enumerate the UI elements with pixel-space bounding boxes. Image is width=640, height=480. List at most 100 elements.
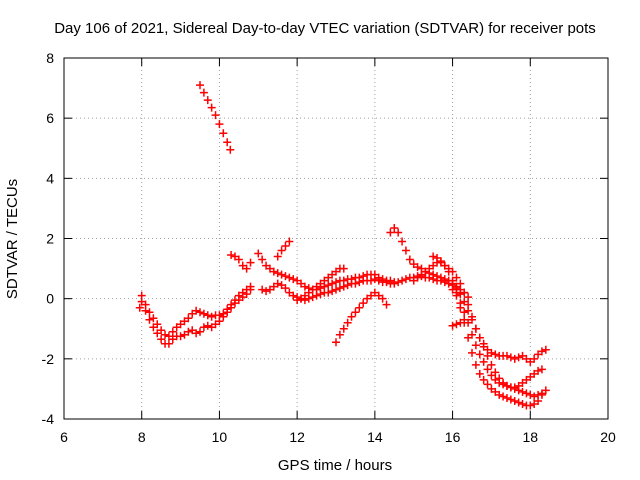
data-point bbox=[522, 389, 531, 398]
data-point bbox=[452, 320, 461, 329]
data-point bbox=[382, 300, 391, 309]
data-point bbox=[444, 267, 453, 276]
data-point bbox=[335, 330, 344, 339]
data-point bbox=[332, 285, 340, 294]
data-point bbox=[157, 326, 166, 335]
data-point bbox=[176, 332, 185, 341]
x-tick-label: 12 bbox=[289, 429, 305, 445]
data-point bbox=[386, 228, 395, 237]
data-point bbox=[246, 258, 255, 267]
data-point bbox=[332, 338, 340, 347]
data-point bbox=[506, 353, 515, 362]
data-point bbox=[196, 81, 204, 90]
data-point bbox=[495, 390, 504, 399]
data-point bbox=[366, 276, 375, 285]
data-point bbox=[355, 278, 364, 287]
data-point bbox=[390, 223, 399, 232]
data-point bbox=[196, 308, 204, 317]
data-point bbox=[413, 263, 422, 272]
data-point bbox=[203, 96, 212, 105]
data-point bbox=[448, 276, 457, 285]
data-point bbox=[141, 300, 150, 309]
data-point bbox=[398, 237, 407, 246]
data-point bbox=[254, 249, 263, 258]
data-point bbox=[285, 273, 294, 282]
data-point bbox=[164, 339, 173, 348]
data-point bbox=[273, 269, 282, 278]
data-point bbox=[343, 281, 352, 290]
data-point bbox=[487, 371, 496, 380]
data-point bbox=[335, 284, 344, 293]
data-point bbox=[514, 398, 523, 407]
series-track-12 bbox=[429, 252, 546, 410]
data-point bbox=[526, 401, 535, 410]
data-point bbox=[293, 296, 302, 305]
series-track-1 bbox=[196, 81, 235, 154]
data-point bbox=[510, 354, 519, 363]
data-point bbox=[339, 324, 348, 333]
data-point bbox=[207, 312, 216, 321]
y-axis: -4 -2 0 2 4 6 8 bbox=[42, 50, 608, 427]
data-point bbox=[203, 321, 212, 330]
plot-frame bbox=[63, 57, 609, 420]
data-point bbox=[440, 261, 449, 270]
data-point bbox=[324, 288, 333, 297]
data-point bbox=[145, 315, 154, 324]
data-point bbox=[452, 291, 461, 300]
data-point bbox=[448, 321, 457, 330]
data-point bbox=[203, 311, 212, 320]
data-point bbox=[219, 129, 228, 138]
data-point bbox=[332, 278, 340, 287]
data-point bbox=[277, 270, 286, 279]
data-point bbox=[487, 360, 496, 369]
data-point bbox=[468, 348, 476, 357]
data-point bbox=[456, 290, 465, 299]
data-point bbox=[394, 228, 403, 237]
data-point bbox=[456, 279, 465, 288]
data-point bbox=[487, 348, 496, 357]
y-tick-label: -4 bbox=[42, 411, 55, 427]
data-point bbox=[258, 255, 267, 264]
data-point bbox=[328, 287, 337, 296]
data-point bbox=[464, 300, 473, 309]
data-point bbox=[537, 365, 546, 374]
data-point bbox=[475, 369, 484, 378]
data-point bbox=[401, 246, 410, 255]
data-point bbox=[227, 300, 236, 309]
data-point bbox=[145, 308, 154, 317]
data-point bbox=[502, 381, 511, 390]
series-track-4 bbox=[227, 251, 255, 273]
data-point bbox=[242, 264, 251, 273]
data-point bbox=[436, 273, 445, 282]
data-point bbox=[157, 335, 166, 344]
data-point bbox=[401, 275, 410, 284]
series-track-7 bbox=[273, 237, 294, 261]
data-point bbox=[246, 282, 255, 291]
data-point bbox=[258, 285, 267, 294]
data-point bbox=[471, 360, 480, 369]
data-point bbox=[464, 318, 473, 327]
data-point bbox=[471, 324, 480, 333]
y-tick-label: 8 bbox=[46, 50, 54, 66]
data-point bbox=[506, 395, 515, 404]
data-point bbox=[491, 350, 500, 359]
data-point bbox=[312, 291, 321, 300]
data-point bbox=[378, 294, 387, 303]
data-point bbox=[328, 279, 337, 288]
data-point bbox=[207, 103, 216, 112]
data-point bbox=[289, 291, 298, 300]
data-point bbox=[347, 312, 356, 321]
data-point bbox=[215, 120, 224, 129]
x-tick-label: 10 bbox=[212, 429, 228, 445]
data-point bbox=[518, 387, 527, 396]
data-point bbox=[153, 320, 162, 329]
data-point bbox=[541, 345, 550, 354]
data-point bbox=[479, 357, 488, 366]
data-point bbox=[192, 306, 201, 315]
data-point bbox=[475, 333, 484, 342]
data-point bbox=[370, 275, 379, 284]
data-point bbox=[502, 351, 511, 360]
data-point bbox=[534, 366, 543, 375]
data-point bbox=[339, 264, 348, 273]
